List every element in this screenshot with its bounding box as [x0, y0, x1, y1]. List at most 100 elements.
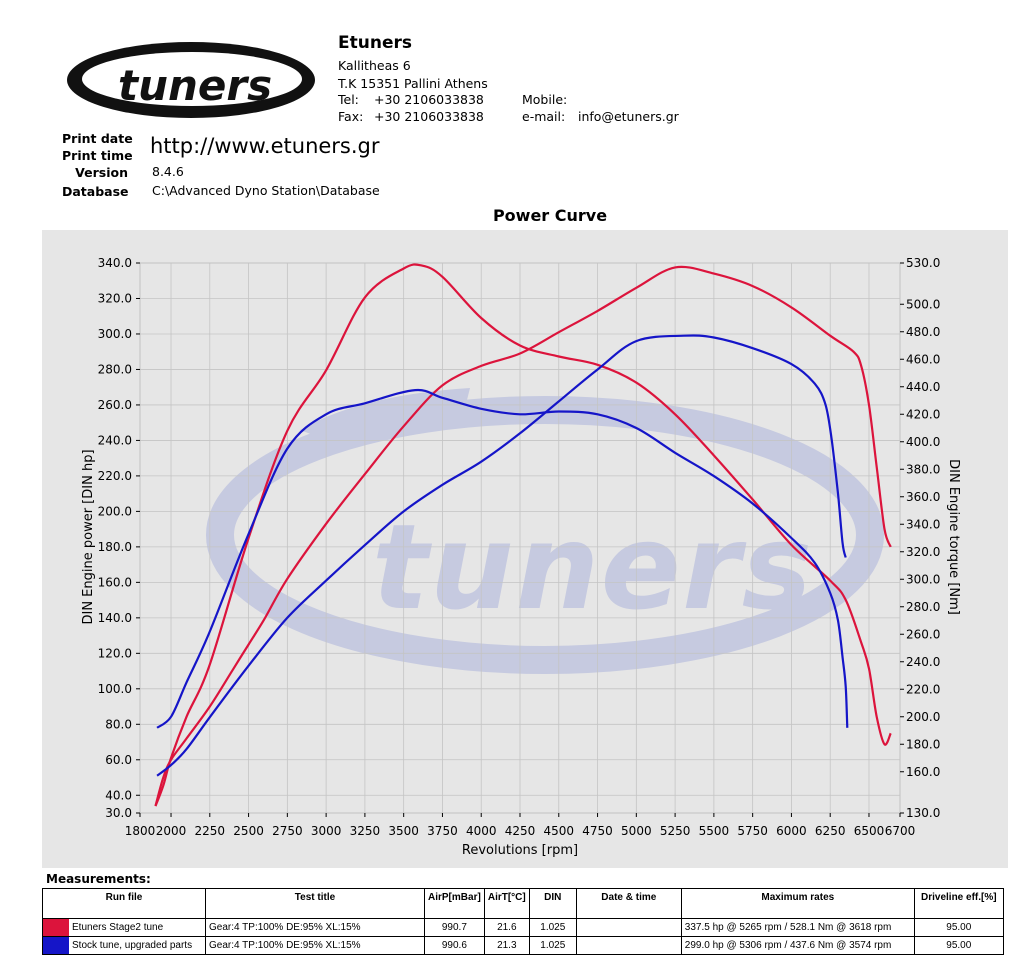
- din-cell: 1.025: [528, 918, 577, 937]
- y-left-tick-label: 200.0: [98, 504, 132, 518]
- y-left-tick-label: 320.0: [98, 291, 132, 305]
- run-color-swatch: [43, 937, 69, 954]
- y-left-tick-label: 160.0: [98, 575, 132, 589]
- x-tick-label: 6000: [776, 824, 807, 838]
- stage2-power-curve: [154, 265, 892, 807]
- y-right-tick-label: 300.0: [906, 572, 940, 586]
- y-right-tick-label: 220.0: [906, 682, 940, 696]
- y-left-tick-label: 240.0: [98, 433, 132, 447]
- tel-value: +30 2106033838: [374, 92, 484, 107]
- table-row: Stock tune, upgraded parts Gear:4 TP:100…: [42, 936, 1004, 955]
- run-file-cell: Etuners Stage2 tune: [42, 918, 206, 937]
- airp-cell: 990.6: [424, 936, 485, 955]
- y-axis-right-label: DIN Engine torque [Nm]: [946, 459, 961, 615]
- y-left-tick-label: 120.0: [98, 646, 132, 660]
- col-airt: AirT[°C]: [483, 888, 530, 919]
- y-left-tick-label: 260.0: [98, 398, 132, 412]
- chart-curves: [154, 263, 892, 807]
- max-rates-cell: 337.5 hp @ 5265 rpm / 528.1 Nm @ 3618 rp…: [680, 918, 915, 937]
- airt-cell: 21.6: [483, 918, 530, 937]
- address-line-2: T.K 15351 Pallini Athens: [338, 76, 488, 91]
- measurements-table: Run file Test title AirP[mBar] AirT[°C] …: [42, 888, 1004, 955]
- stage2-torque-curve: [154, 263, 892, 807]
- measurements-title: Measurements:: [46, 872, 151, 886]
- y-left-tick-label: 40.0: [105, 788, 132, 802]
- x-axis-label: Revolutions [rpm]: [462, 843, 578, 858]
- address-line-1: Kallitheas 6: [338, 58, 411, 73]
- stock-power-curve: [156, 334, 847, 777]
- x-tick-label: 6500: [854, 824, 885, 838]
- chart-grid: [139, 262, 901, 814]
- x-tick-label: 2500: [233, 824, 264, 838]
- col-airp: AirP[mBar]: [424, 888, 485, 919]
- tel-label: Tel:: [338, 92, 359, 107]
- y-right-tick-label: 260.0: [906, 627, 940, 641]
- x-tick-label: 4750: [582, 824, 613, 838]
- y-right-tick-label: 180.0: [906, 737, 940, 751]
- watermark-text: tuners: [372, 498, 812, 636]
- datetime-cell: [575, 918, 682, 937]
- fax-label: Fax:: [338, 109, 364, 124]
- col-datetime: Date & time: [575, 888, 682, 919]
- x-tick-label: 5500: [699, 824, 730, 838]
- col-test-title: Test title: [205, 888, 425, 919]
- x-tick-label: 5750: [737, 824, 768, 838]
- email-value: info@etuners.gr: [578, 109, 679, 124]
- y-right-tick-label: 320.0: [906, 545, 940, 559]
- run-file-cell: Stock tune, upgraded parts: [42, 936, 206, 955]
- measurements-header-row: Run file Test title AirP[mBar] AirT[°C] …: [42, 888, 1004, 919]
- y-left-tick-label: 180.0: [98, 540, 132, 554]
- y-left-tick-label: 280.0: [98, 362, 132, 376]
- y-right-tick-label: 460.0: [906, 352, 940, 366]
- max-rates-cell: 299.0 hp @ 5306 rpm / 437.6 Nm @ 3574 rp…: [680, 936, 915, 955]
- y-right-tick-label: 340.0: [906, 517, 940, 531]
- fax-value: +30 2106033838: [374, 109, 484, 124]
- y-right-tick-label: 420.0: [906, 407, 940, 421]
- y-right-tick-label: 400.0: [906, 435, 940, 449]
- y-left-tick-label: 80.0: [105, 717, 132, 731]
- x-tick-label: 2750: [272, 824, 303, 838]
- din-cell: 1.025: [528, 936, 577, 955]
- run-file-name: Stock tune, upgraded parts: [72, 940, 193, 952]
- y-left-tick-label: 220.0: [98, 469, 132, 483]
- power-curve-chart: tuners 1800 2000 2250 2500 2750 3000 3250 3500 3…: [81, 256, 961, 858]
- email-label: e-mail:: [522, 109, 566, 124]
- datetime-cell: [575, 936, 682, 955]
- x-tick-label: 4250: [505, 824, 536, 838]
- y-right-tick-label: 380.0: [906, 462, 940, 476]
- y-left-tick-label: 340.0: [98, 256, 132, 270]
- logo-text: tuners: [118, 61, 272, 110]
- stock-torque-curve: [156, 388, 849, 729]
- y-right-tick-label: 440.0: [906, 380, 940, 394]
- etuners-logo: tuners: [67, 42, 315, 118]
- print-time-label: Print time: [62, 148, 133, 163]
- company-name: Etuners: [338, 33, 412, 53]
- y-right-tick-label: 530.0: [906, 256, 940, 270]
- x-tick-label: 6250: [815, 824, 846, 838]
- y-right-tick-label: 240.0: [906, 655, 940, 669]
- col-din: DIN: [528, 888, 577, 919]
- y-right-tick-label: 280.0: [906, 600, 940, 614]
- watermark-ring: [206, 396, 884, 674]
- y-left-tick-label: 140.0: [98, 611, 132, 625]
- y-right-tick-label: 500.0: [906, 297, 940, 311]
- x-tick-label: 1800: [125, 824, 156, 838]
- y-left-tick-label: 60.0: [105, 753, 132, 767]
- run-file-name: Etuners Stage2 tune: [72, 922, 164, 934]
- x-tick-label: 5250: [660, 824, 691, 838]
- y-right-tick-label: 160.0: [906, 765, 940, 779]
- database-value: C:\Advanced Dyno Station\Database: [152, 183, 380, 198]
- mobile-label: Mobile:: [522, 92, 568, 107]
- version-label: Version: [75, 165, 128, 180]
- x-tick-label: 4500: [544, 824, 575, 838]
- y-left-tick-label: 300.0: [98, 327, 132, 341]
- eff-cell: 95.00: [913, 936, 1004, 955]
- x-tick-label: 3500: [388, 824, 419, 838]
- x-tick-label: 5000: [621, 824, 652, 838]
- y-left-tick-label: 100.0: [98, 682, 132, 696]
- x-tick-label: 4000: [466, 824, 497, 838]
- x-tick-label: 2250: [195, 824, 226, 838]
- y-right-tick-label: 480.0: [906, 325, 940, 339]
- plot-background: [42, 230, 1008, 868]
- chart-title: Power Curve: [492, 206, 608, 225]
